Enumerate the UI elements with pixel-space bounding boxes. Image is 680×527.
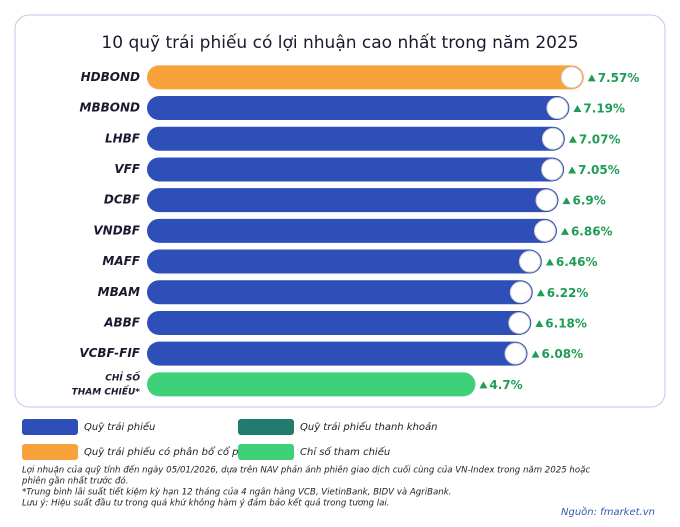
value-label: 6.86% <box>571 224 613 238</box>
fund-logo <box>533 219 556 242</box>
bar <box>147 280 533 305</box>
bar <box>147 218 557 243</box>
bar <box>147 341 528 366</box>
footnote: Lưu ý: Hiệu suất đầu tư trong quá khứ kh… <box>22 498 390 509</box>
y-tick-label: LHBF <box>105 131 141 145</box>
y-tick-label: MBBOND <box>80 101 140 115</box>
value-label: 6.46% <box>556 255 598 269</box>
y-tick-label: ABBF <box>103 315 141 329</box>
up-arrow <box>535 319 544 327</box>
value-label: 7.07% <box>579 132 621 146</box>
y-tick-label: CHỈ SỐ THAM CHIẾU* <box>72 370 141 397</box>
y-tick-label: HDBOND <box>81 70 140 84</box>
footnote: phiên gần nhất trước đó. <box>21 476 128 487</box>
fund-logo <box>546 97 569 120</box>
fund-logo <box>504 342 527 365</box>
legend-label: Chỉ số tham chiếu <box>300 445 390 458</box>
y-tick-label: VNDBF <box>93 223 140 237</box>
value-label: 6.08% <box>542 347 584 361</box>
bar <box>147 126 565 151</box>
chart-title: 10 quỹ trái phiếu có lợi nhuận cao nhất … <box>101 32 578 53</box>
bar <box>147 249 542 274</box>
legend-label: Quỹ trái phiếu <box>84 420 155 433</box>
legend-swatch <box>22 419 78 435</box>
bar <box>147 372 476 397</box>
legend-swatch <box>238 419 294 435</box>
y-tick-label: MAFF <box>102 254 140 268</box>
source: Nguồn: fmarket.vn <box>561 506 655 518</box>
up-arrow <box>531 350 540 358</box>
fund-logo <box>541 158 564 181</box>
fund-logo <box>509 281 532 304</box>
bar <box>147 65 584 90</box>
fund-logo <box>508 311 531 334</box>
legend-label: Quỹ trái phiếu thanh khoản <box>300 420 438 433</box>
up-arrow <box>479 381 488 389</box>
y-tick-label: DCBF <box>104 193 141 207</box>
value-label: 7.05% <box>578 163 620 177</box>
footnote: Lợi nhuận của quỹ tính đến ngày 05/01/20… <box>22 465 590 476</box>
fund-logo <box>535 189 558 212</box>
y-tick-label: VCBF-FIF <box>79 346 140 360</box>
up-arrow <box>545 258 554 266</box>
up-arrow <box>568 135 577 143</box>
up-arrow <box>568 166 577 174</box>
value-label: 7.57% <box>598 71 640 85</box>
fund-logo <box>560 66 583 89</box>
legend-swatch <box>22 444 78 460</box>
legend-label: Quỹ trái phiếu có phân bổ cổ phiếu <box>84 445 260 458</box>
value-label: 4.7% <box>489 378 522 392</box>
bar <box>147 96 570 121</box>
up-arrow <box>536 289 545 297</box>
up-arrow <box>560 227 569 235</box>
value-label: 7.19% <box>583 102 625 116</box>
bar <box>147 188 559 213</box>
up-arrow <box>573 105 582 113</box>
up-arrow <box>587 74 596 82</box>
up-arrow <box>562 197 571 205</box>
fund-logo <box>518 250 541 273</box>
value-label: 6.22% <box>547 286 589 300</box>
bar <box>147 157 565 182</box>
footnote: *Trung bình lãi suất tiết kiệm kỳ hạn 12… <box>22 487 451 498</box>
legend-swatch <box>238 444 294 460</box>
y-tick-label: VFF <box>114 162 140 176</box>
fund-logo <box>541 127 564 150</box>
value-label: 6.18% <box>545 316 587 330</box>
bar <box>147 310 532 335</box>
value-label: 6.9% <box>572 194 605 208</box>
y-tick-label: MBAM <box>98 285 140 299</box>
